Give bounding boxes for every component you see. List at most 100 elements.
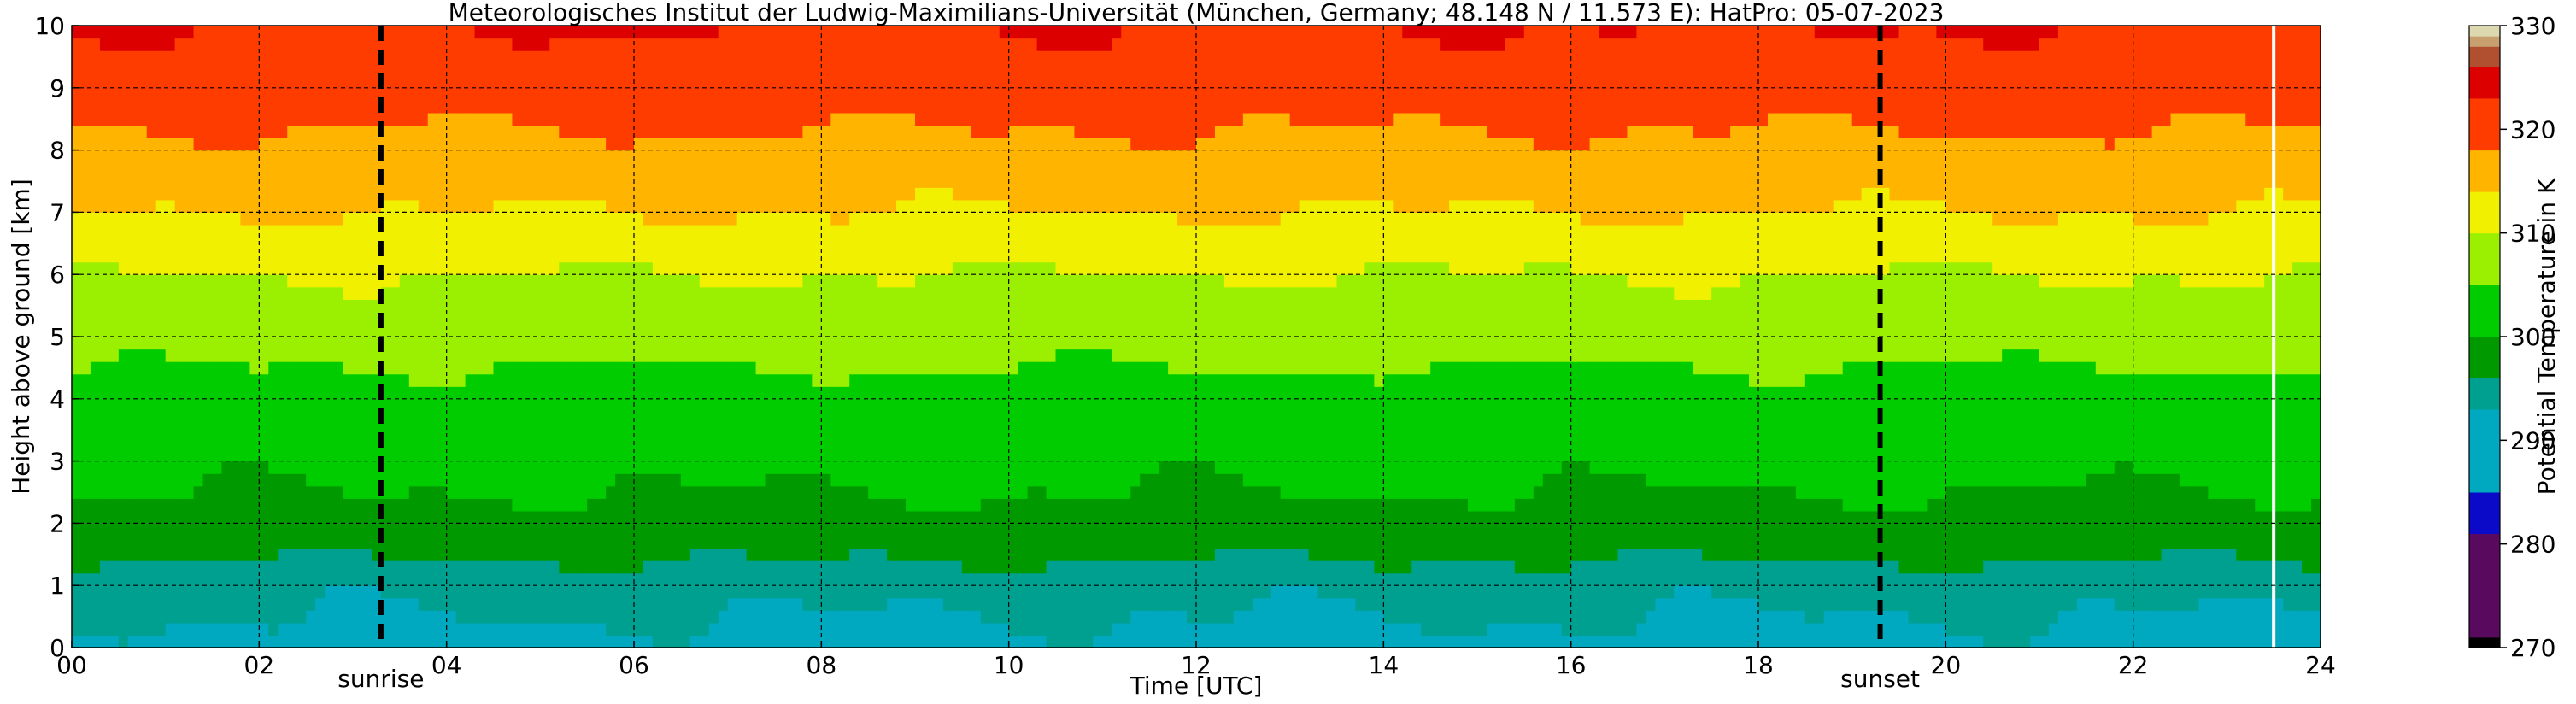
heatmap-cell [399, 523, 410, 537]
heatmap-cell [334, 274, 344, 288]
heatmap-cell [268, 224, 279, 238]
heatmap-cell [465, 274, 476, 288]
heatmap-cell [961, 635, 972, 648]
heatmap-cell [634, 473, 644, 487]
heatmap-cell [933, 610, 944, 624]
heatmap-cell [859, 449, 869, 462]
heatmap-cell [952, 386, 963, 400]
heatmap-cell [961, 237, 972, 250]
heatmap-cell [427, 100, 438, 114]
heatmap-cell [184, 112, 195, 126]
heatmap-cell [127, 112, 138, 126]
heatmap-cell [933, 473, 944, 487]
heatmap-cell [127, 635, 138, 648]
heatmap-cell [896, 261, 907, 275]
heatmap-cell [334, 498, 344, 512]
heatmap-cell [334, 87, 344, 101]
heatmap-cell [961, 138, 972, 151]
heatmap-cell [484, 635, 495, 648]
heatmap-cell [549, 585, 560, 599]
heatmap-cell [437, 635, 448, 648]
heatmap-cell [774, 324, 785, 337]
heatmap-cell [643, 174, 654, 188]
heatmap-cell [408, 610, 420, 624]
heatmap-cell [615, 162, 625, 176]
heatmap-cell [718, 386, 729, 400]
heatmap-cell [474, 50, 485, 64]
heatmap-cell [90, 75, 101, 89]
heatmap-cell [465, 261, 476, 275]
heatmap-cell [783, 436, 795, 449]
heatmap-cell [933, 299, 944, 313]
heatmap-cell [971, 75, 982, 89]
heatmap-cell [812, 449, 822, 462]
heatmap-cell [793, 87, 803, 101]
heatmap-cell [661, 87, 672, 101]
heatmap-cell [315, 572, 326, 586]
heatmap-cell [427, 187, 438, 201]
heatmap-cell [606, 398, 616, 412]
heatmap-cell [165, 373, 176, 387]
heatmap-cell [896, 26, 907, 39]
heatmap-cell [240, 436, 250, 449]
heatmap-cell [278, 510, 288, 524]
heatmap-cell [474, 75, 485, 89]
heatmap-cell [680, 597, 691, 611]
heatmap-cell [933, 373, 944, 387]
heatmap-cell [727, 386, 738, 400]
heatmap-cell [493, 249, 504, 263]
heatmap-cell [821, 62, 831, 76]
heatmap-cell [484, 138, 495, 151]
heatmap-cell [887, 50, 897, 64]
heatmap-cell [952, 38, 963, 51]
heatmap-cell [259, 212, 269, 226]
heatmap-cell [746, 436, 757, 449]
heatmap-cell [240, 187, 250, 201]
heatmap-cell [671, 485, 682, 499]
heatmap-cell [287, 112, 297, 126]
heatmap-cell [736, 461, 748, 474]
heatmap-cell [587, 535, 597, 549]
heatmap-cell [90, 87, 101, 101]
heatmap-cell [830, 585, 841, 599]
heatmap-cell [437, 461, 448, 474]
heatmap-cell [859, 361, 869, 375]
heatmap-cell [906, 361, 916, 375]
heatmap-cell [127, 174, 138, 188]
heatmap-cell [371, 535, 382, 549]
heatmap-cell [736, 622, 748, 637]
heatmap-cell [493, 187, 504, 201]
heatmap-cell [634, 585, 644, 599]
heatmap-cell [952, 150, 963, 163]
heatmap-cell [942, 461, 954, 474]
heatmap-cell [268, 398, 279, 412]
heatmap-cell [877, 423, 888, 437]
heatmap-cell [287, 199, 297, 213]
heatmap-cell [961, 174, 972, 188]
heatmap-cell [980, 286, 991, 300]
heatmap-cell [793, 398, 803, 412]
heatmap-cell [906, 597, 916, 611]
heatmap-cell [174, 361, 185, 375]
heatmap-cell [877, 324, 888, 337]
heatmap-cell [268, 286, 279, 300]
heatmap-cell [596, 162, 607, 176]
heatmap-cell [887, 473, 897, 487]
heatmap-cell [361, 174, 373, 188]
heatmap-cell [980, 237, 991, 250]
heatmap-cell [455, 423, 466, 437]
heatmap-cell [989, 398, 1000, 412]
heatmap-cell [334, 585, 344, 599]
heatmap-cell [615, 274, 625, 288]
heatmap-cell [334, 26, 344, 39]
heatmap-cell [361, 138, 373, 151]
heatmap-cell [371, 112, 382, 126]
heatmap-cell [765, 597, 776, 611]
heatmap-cell [118, 224, 129, 238]
heatmap-cell [793, 597, 803, 611]
heatmap-cell [137, 585, 148, 599]
heatmap-cell [718, 535, 729, 549]
heatmap-cell [868, 622, 878, 637]
heatmap-cell [502, 261, 513, 275]
heatmap-cell [174, 150, 185, 163]
